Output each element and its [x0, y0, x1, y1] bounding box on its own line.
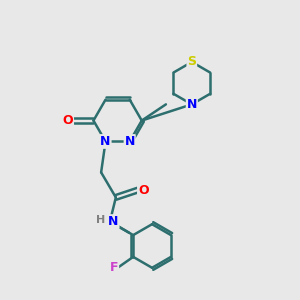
- Text: N: N: [124, 135, 135, 148]
- Text: N: N: [187, 98, 197, 111]
- Text: H: H: [96, 215, 105, 225]
- Text: O: O: [62, 114, 73, 127]
- Text: F: F: [110, 261, 118, 274]
- Text: N: N: [108, 215, 119, 228]
- Text: S: S: [187, 56, 196, 68]
- Text: N: N: [100, 135, 111, 148]
- Text: O: O: [138, 184, 148, 196]
